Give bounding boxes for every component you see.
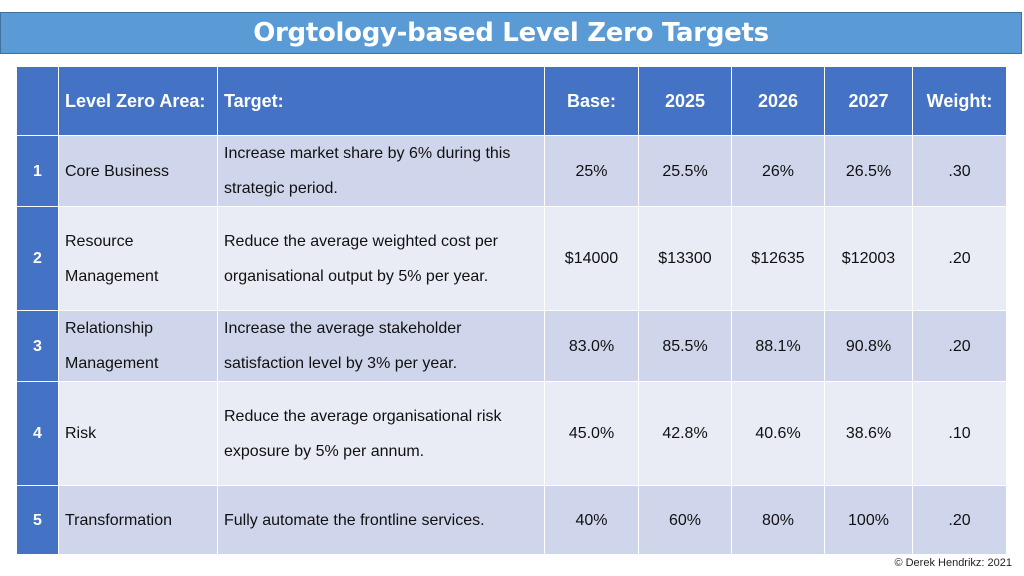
header-2025: 2025 xyxy=(638,66,732,136)
header-weight: Weight: xyxy=(912,66,1007,136)
area-cell: Resource Management xyxy=(58,206,218,311)
base-cell: 83.0% xyxy=(544,310,639,382)
weight-cell: .30 xyxy=(912,135,1007,207)
table-row: 5 Transformation Fully automate the frontl… xyxy=(16,485,1007,555)
area-cell-line: Resource xyxy=(65,232,134,250)
area-cell: Risk xyxy=(58,381,218,486)
area-cell-line: Management xyxy=(65,355,159,372)
table-row: 2 Resource Management Reduce the average we… xyxy=(16,206,1007,311)
header-num xyxy=(16,66,59,136)
row-number: 1 xyxy=(16,135,59,207)
table-body: 1 Core Business Increase market share by 6… xyxy=(16,135,1007,555)
area-cell-line: Core Business xyxy=(65,162,170,180)
weight-cell: .20 xyxy=(912,206,1007,311)
copyright-text: © Derek Hendrikz: 2021 xyxy=(894,557,1012,569)
base-cell: 45.0% xyxy=(544,381,639,486)
header-area: Level Zero Area: xyxy=(58,66,218,136)
target-cell-line: Fully automate the frontline services. xyxy=(224,511,485,529)
header-2026: 2026 xyxy=(731,66,825,136)
target-cell-line: organisational output by 5% per year. xyxy=(224,267,489,285)
row-number: 2 xyxy=(16,206,59,311)
y2025-cell: 25.5% xyxy=(638,135,732,207)
targets-table: Level Zero Area: Target: Base: 2025 2026… xyxy=(16,66,1007,555)
target-cell: Fully automate the frontline services. xyxy=(217,485,545,555)
area-cell-line: Transformation xyxy=(65,511,172,529)
page-title: Orgtology-based Level Zero Targets xyxy=(253,18,769,48)
weight-cell: .20 xyxy=(912,310,1007,382)
y2026-cell: 40.6% xyxy=(731,381,825,486)
area-cell-line: Management xyxy=(65,267,159,285)
y2026-cell: 26% xyxy=(731,135,825,207)
target-cell-line: Reduce the average organisational risk xyxy=(224,407,502,425)
header-row: Level Zero Area: Target: Base: 2025 2026… xyxy=(16,66,1007,136)
weight-cell: .10 xyxy=(912,381,1007,486)
y2026-cell: 80% xyxy=(731,485,825,555)
y2025-cell: $13300 xyxy=(638,206,732,311)
area-cell: Transformation xyxy=(58,485,218,555)
table-row: 4 Risk Reduce the average organisational r… xyxy=(16,381,1007,486)
y2027-cell: 38.6% xyxy=(824,381,913,486)
header-2027: 2027 xyxy=(824,66,913,136)
target-cell-line: Reduce the average weighted cost per xyxy=(224,232,498,250)
target-cell: Reduce the average organisational risk ex… xyxy=(217,381,545,486)
y2027-cell: $12003 xyxy=(824,206,913,311)
row-number: 4 xyxy=(16,381,59,486)
y2027-cell: 26.5% xyxy=(824,135,913,207)
weight-cell: .20 xyxy=(912,485,1007,555)
target-cell-line: Increase market share by 6% during this xyxy=(224,145,511,162)
y2026-cell: $12635 xyxy=(731,206,825,311)
target-cell-line: strategic period. xyxy=(224,180,338,197)
y2026-cell: 88.1% xyxy=(731,310,825,382)
row-number: 3 xyxy=(16,310,59,382)
y2027-cell: 100% xyxy=(824,485,913,555)
base-cell: 40% xyxy=(544,485,639,555)
base-cell: $14000 xyxy=(544,206,639,311)
target-cell: Reduce the average weighted cost per orga… xyxy=(217,206,545,311)
row-number: 5 xyxy=(16,485,59,555)
area-cell: Relationship Management xyxy=(58,310,218,382)
header-base: Base: xyxy=(544,66,639,136)
y2027-cell: 90.8% xyxy=(824,310,913,382)
y2025-cell: 60% xyxy=(638,485,732,555)
target-cell-line: satisfaction level by 3% per year. xyxy=(224,355,458,372)
y2025-cell: 85.5% xyxy=(638,310,732,382)
table-row: 3 Relationship Management Increase the aver… xyxy=(16,310,1007,382)
area-cell-line: Relationship xyxy=(65,320,154,337)
title-bar: Orgtology-based Level Zero Targets xyxy=(0,12,1022,54)
table-row: 1 Core Business Increase market share by 6… xyxy=(16,135,1007,207)
header-target: Target: xyxy=(217,66,545,136)
base-cell: 25% xyxy=(544,135,639,207)
area-cell: Core Business xyxy=(58,135,218,207)
target-cell: Increase market share by 6% during this s… xyxy=(217,135,545,207)
target-cell-line: Increase the average stakeholder xyxy=(224,320,462,337)
target-cell: Increase the average stakeholder satisfac… xyxy=(217,310,545,382)
y2025-cell: 42.8% xyxy=(638,381,732,486)
target-cell-line: exposure by 5% per annum. xyxy=(224,442,425,460)
area-cell-line: Risk xyxy=(65,425,97,442)
